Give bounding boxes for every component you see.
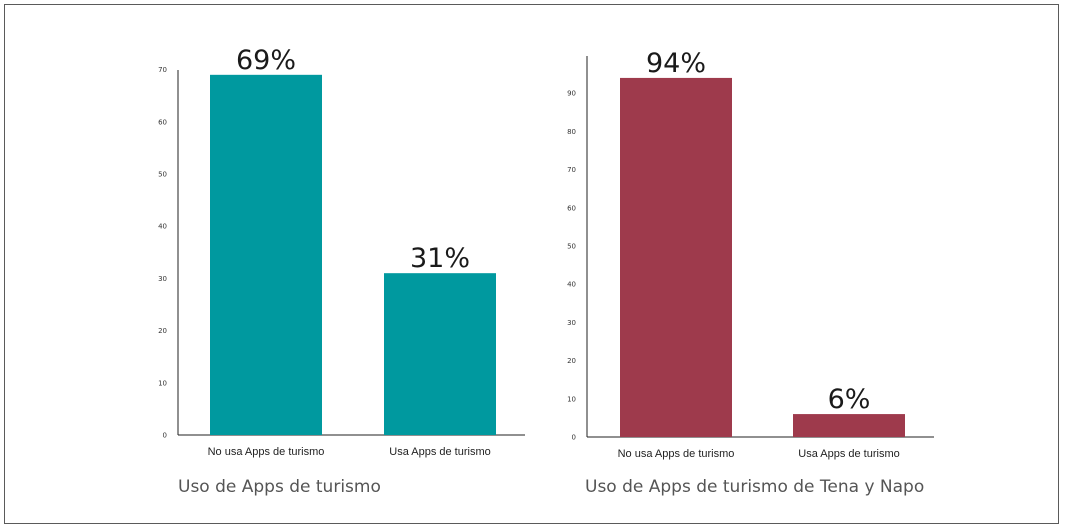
- chart-right-ytick-label: 50: [567, 243, 576, 251]
- chart-right-bar: [620, 77, 732, 438]
- chart-left-title: Uso de Apps de turismo: [178, 477, 381, 497]
- chart-left-category-label: Usa Apps de turismo: [389, 446, 491, 458]
- chart-left-data-label: 31%: [410, 243, 470, 274]
- chart-left-bar: [384, 273, 496, 435]
- chart-right-ytick-label: 90: [567, 90, 576, 98]
- chart-right-category-label: No usa Apps de turismo: [618, 448, 735, 460]
- chart-right-ytick-label: 70: [567, 166, 576, 174]
- chart-left-data-label: 69%: [236, 45, 296, 76]
- chart-right-ytick-label: 30: [567, 319, 576, 327]
- chart-right-ytick-label: 60: [567, 204, 576, 212]
- chart-left-ytick-label: 20: [158, 327, 167, 335]
- chart-right-category-label: Usa Apps de turismo: [798, 448, 900, 460]
- chart-right-data-label: 94%: [646, 48, 706, 79]
- chart-right-ytick-label: 0: [572, 434, 576, 442]
- chart-left-bar: [210, 74, 322, 435]
- chart-left-ytick-label: 60: [158, 118, 167, 126]
- chart-right-data-label: 6%: [828, 384, 871, 415]
- chart-right-ytick-label: 80: [567, 128, 576, 136]
- chart-left-ytick-label: 30: [158, 275, 167, 283]
- chart-right-ytick-label: 20: [567, 357, 576, 365]
- chart-left-ytick-label: 70: [158, 66, 167, 74]
- chart-right-bar: [793, 414, 905, 437]
- chart-left-ytick-label: 0: [163, 432, 167, 440]
- chart-right-ytick-label: 40: [567, 281, 576, 289]
- chart-left-ytick-label: 10: [158, 379, 167, 387]
- chart-left-category-label: No usa Apps de turismo: [208, 446, 325, 458]
- chart-right-title: Uso de Apps de turismo de Tena y Napo: [585, 477, 924, 497]
- chart-left-ytick-label: 40: [158, 223, 167, 231]
- chart-left-ytick-label: 50: [158, 171, 167, 179]
- chart-right-ytick-label: 10: [567, 395, 576, 403]
